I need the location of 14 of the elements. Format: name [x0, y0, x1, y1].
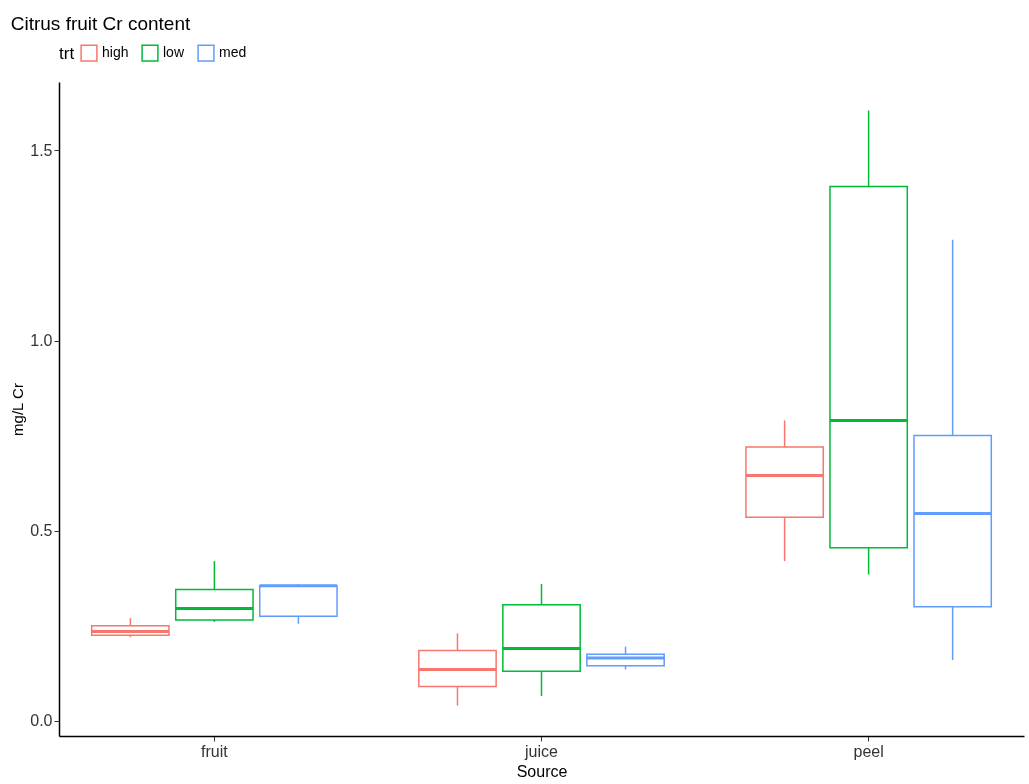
legend-label: low: [163, 44, 185, 61]
y-tick-label: 0.5: [30, 522, 53, 540]
legend-label: high: [102, 44, 129, 61]
y-tick-label: 0.0: [30, 712, 53, 730]
legend-title: trt: [59, 44, 75, 63]
y-tick-label: 1.5: [30, 141, 53, 159]
x-tick-label: juice: [524, 742, 559, 760]
y-tick-label: 1.0: [30, 332, 53, 350]
x-tick-label: peel: [853, 742, 884, 760]
x-tick-label: fruit: [201, 742, 229, 760]
legend-label: med: [219, 44, 247, 61]
chart-title: Citrus fruit Cr content: [10, 13, 191, 34]
y-axis-title: mg/L Cr: [9, 383, 27, 436]
x-axis-title: Source: [516, 762, 568, 780]
